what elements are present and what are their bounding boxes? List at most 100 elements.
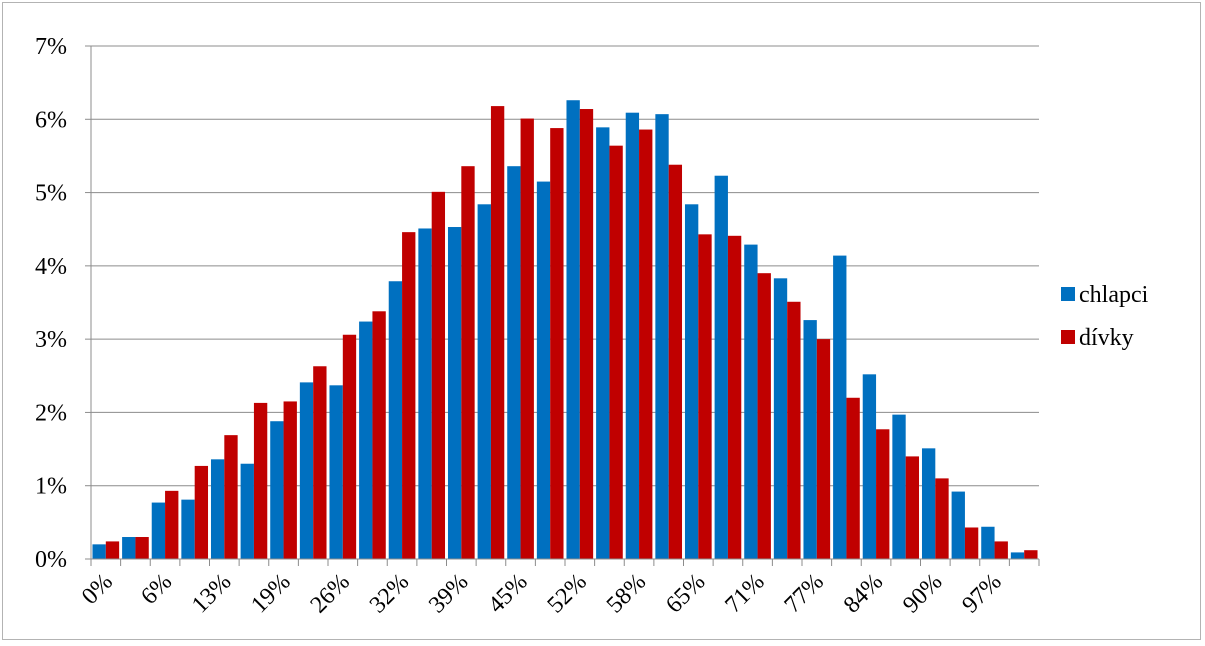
legend-label: chlapci [1079, 282, 1149, 308]
x-tick-label: 32% [365, 569, 414, 618]
bar-chart: 0%1%2%3%4%5%6%7% 0% 6% 13% 19% 26% 32% 39% 45% 5… [35, 34, 1149, 618]
bar-series1 [566, 100, 580, 559]
y-tick-label: 1% [35, 474, 67, 500]
bar-series2 [313, 366, 327, 559]
y-tick-label: 4% [35, 254, 67, 280]
x-tick-label: 39% [424, 569, 473, 618]
bar-series2 [935, 478, 949, 559]
bar-series1 [507, 166, 521, 559]
bar-series2 [194, 465, 209, 559]
x-tick-label: 6% [136, 569, 177, 610]
bar-series2 [639, 129, 653, 559]
bar-series1 [240, 463, 254, 559]
bar-series2 [757, 273, 771, 559]
bar-series1 [477, 204, 491, 559]
legend-swatch [1061, 287, 1075, 301]
bar-series1 [921, 448, 936, 559]
bar-series1 [714, 175, 728, 560]
axes [85, 45, 1040, 566]
bar-series1 [1010, 552, 1025, 559]
bar-series2 [905, 456, 920, 559]
bar-series2 [964, 527, 979, 559]
bar-series2 [461, 166, 475, 559]
bar-series1 [388, 281, 403, 559]
bar-series2 [994, 541, 1008, 559]
bars [92, 100, 1038, 560]
gridlines [91, 45, 1039, 487]
bar-series2 [668, 164, 683, 560]
x-tick-labels: 0% 6% 13% 19% 26% 32% 39% 45% 52% 58% 65% 71% 77% 84%… [77, 569, 1007, 618]
bar-series1 [744, 244, 758, 559]
bar-series2 [490, 106, 505, 559]
bar-series2 [165, 490, 179, 559]
bar-series1 [447, 227, 462, 559]
bar-series1 [862, 374, 877, 559]
legend: chlapci dívky [1061, 282, 1149, 351]
y-tick-label: 7% [35, 34, 67, 60]
bar-series1 [181, 499, 195, 559]
bar-series1 [151, 502, 166, 559]
y-tick-label: 5% [35, 181, 67, 207]
bar-series1 [833, 255, 847, 559]
legend-swatch [1061, 330, 1075, 344]
bar-series2 [816, 339, 831, 559]
bar-series1 [773, 278, 788, 559]
bar-series2 [224, 435, 238, 559]
x-tick-label: 90% [898, 569, 947, 618]
bar-series1 [359, 321, 373, 559]
bar-series1 [270, 421, 284, 559]
bar-series1 [418, 228, 432, 559]
y-tick-label: 0% [35, 547, 67, 573]
bar-series2 [579, 109, 594, 560]
bar-series2 [698, 234, 712, 559]
bar-series2 [253, 402, 268, 559]
x-tick-label: 71% [720, 569, 769, 618]
x-tick-label: 77% [780, 569, 829, 618]
bar-series2 [609, 145, 623, 559]
x-tick-label: 19% [246, 569, 295, 618]
bar-series2 [876, 429, 890, 559]
bar-series2 [135, 537, 149, 559]
bar-series2 [342, 334, 357, 559]
x-tick-label: 45% [483, 569, 532, 618]
x-tick-label: 97% [957, 569, 1006, 618]
bar-series1 [329, 385, 343, 559]
x-tick-label: 26% [306, 569, 355, 618]
bar-series2 [431, 191, 446, 560]
bar-series1 [892, 414, 906, 559]
bar-series2 [372, 311, 386, 559]
x-tick-label: 52% [543, 569, 592, 618]
bar-series2 [283, 401, 297, 559]
bar-series2 [727, 235, 742, 559]
bar-series1 [299, 382, 314, 559]
bar-series1 [981, 526, 995, 559]
bar-series2 [1024, 550, 1038, 559]
bar-series1 [684, 204, 699, 559]
legend-label: dívky [1079, 325, 1134, 351]
bar-series2 [846, 397, 860, 559]
bar-series1 [803, 320, 817, 559]
bar-series1 [210, 459, 225, 559]
bar-series2 [550, 128, 564, 559]
x-tick-label: 0% [77, 569, 118, 610]
x-tick-label: 65% [661, 569, 710, 618]
bar-series1 [625, 112, 640, 559]
x-tick-label: 58% [602, 569, 651, 618]
bar-series2 [402, 232, 416, 559]
y-tick-labels: 0% 1% 2% 3% 4% 5% 6% 7% [35, 34, 67, 573]
x-tick-label: 84% [839, 569, 888, 618]
x-tick-label: 13% [187, 569, 236, 618]
bar-series1 [536, 181, 551, 560]
bar-series1 [92, 544, 106, 559]
bar-series1 [951, 491, 965, 559]
y-tick-label: 3% [35, 327, 67, 353]
bar-series1 [122, 537, 136, 559]
y-tick-label: 6% [35, 107, 67, 133]
bar-series2 [105, 541, 120, 559]
bar-series1 [655, 114, 669, 560]
bar-series2 [787, 301, 801, 559]
y-tick-label: 2% [35, 400, 67, 426]
bar-series2 [520, 118, 534, 559]
bar-series1 [596, 127, 610, 560]
